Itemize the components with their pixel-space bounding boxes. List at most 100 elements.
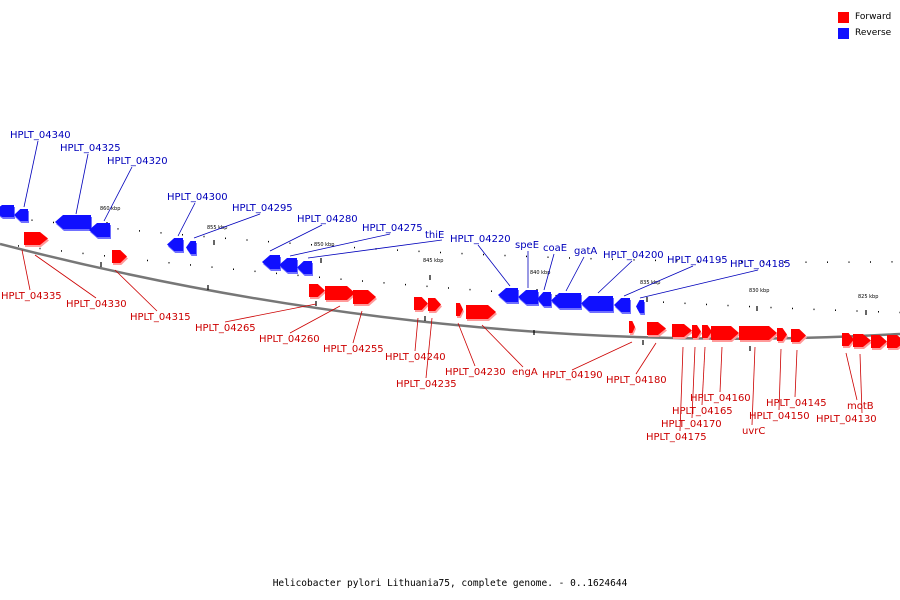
forward-gene-arrow <box>456 303 463 316</box>
forward-gene-label-hplt-04255: HPLT_04255 <box>323 344 384 355</box>
forward-gene-label-uvrc-leader <box>751 346 756 426</box>
scale-dot <box>727 304 729 307</box>
reverse-gene-arrow <box>55 215 91 229</box>
scale-dot <box>53 221 54 224</box>
forward-gene-arrow <box>871 335 887 348</box>
forward-gene-arrow <box>466 305 496 319</box>
scale-dot <box>569 257 570 259</box>
forward-gene-label-hplt-04260-leader <box>289 305 341 334</box>
scale-dot <box>547 256 549 258</box>
forward-gene-label-hplt-04235: HPLT_04235 <box>396 379 457 390</box>
scale-dot <box>160 232 162 234</box>
forward-gene-label-hplt-04330: HPLT_04330 <box>66 299 127 310</box>
scale-dot <box>719 260 721 263</box>
forward-gene-arrow <box>309 284 325 297</box>
scale-dot <box>18 245 19 247</box>
scale-dot <box>405 283 406 286</box>
scale-dot <box>383 282 385 284</box>
gene-layer <box>0 205 900 350</box>
forward-gene-label-hplt-04175: HPLT_04175 <box>646 432 707 443</box>
scale-dot <box>225 237 226 240</box>
forward-gene-label-hplt-04130: HPLT_04130 <box>816 414 877 425</box>
scale-dot <box>319 276 320 279</box>
forward-gene-label-hplt-04190: HPLT_04190 <box>542 370 603 381</box>
scale-dot <box>870 261 871 263</box>
scale-dot <box>362 280 363 282</box>
scale-label-845-kbp: 845 kbp <box>423 258 443 264</box>
reverse-gene-arrow <box>262 255 280 269</box>
reverse-gene-label-hplt-04295: HPLT_04295 <box>232 203 293 214</box>
scale-dot <box>526 255 527 258</box>
forward-gene-label-motb: motB <box>847 401 874 412</box>
forward-gene-label-hplt-04150: HPLT_04150 <box>749 411 810 422</box>
reverse-gene-label-hplt-04195: HPLT_04195 <box>667 255 728 266</box>
scale-dot <box>233 268 234 270</box>
forward-gene-arrow <box>24 232 48 245</box>
scale-dot <box>39 247 41 250</box>
legend-item-forward: Forward <box>838 9 891 25</box>
reverse-gene-label-hplt-04275: HPLT_04275 <box>362 223 423 234</box>
forward-gene-arrow <box>777 328 787 341</box>
forward-gene-arrow <box>711 326 739 340</box>
reverse-gene-label-hplt-04220: HPLT_04220 <box>450 234 511 245</box>
forward-gene-arrow <box>353 290 376 304</box>
legend-label-reverse: Reverse <box>855 28 892 38</box>
forward-gene-label-hplt-04255-leader <box>352 310 363 344</box>
forward-gene-label-hplt-04160: HPLT_04160 <box>690 393 751 404</box>
reverse-gene-arrow <box>89 223 110 237</box>
scale-label-830-kbp: 830 kbp <box>749 288 769 294</box>
scale-dot <box>633 259 635 261</box>
forward-gene-label-hplt-04230-leader <box>457 322 476 367</box>
scale-dot <box>805 261 807 263</box>
scale-dot <box>354 246 355 249</box>
forward-gene-label-hplt-04165: HPLT_04165 <box>672 406 733 417</box>
legend-item-reverse: Reverse <box>838 25 891 41</box>
scale-dot <box>684 302 686 305</box>
forward-gene-label-hplt-04170: HPLT_04170 <box>661 419 722 430</box>
forward-gene-label-hplt-04240-leader <box>414 317 419 352</box>
forward-gene-label-hplt-04170-leader <box>691 346 696 419</box>
forward-gene-arrow <box>629 321 635 333</box>
leader-layer <box>21 140 863 432</box>
scale-dot <box>117 228 119 230</box>
forward-gene-label-motb-leader <box>845 352 858 401</box>
scale-dot <box>211 266 213 268</box>
scale-dot <box>856 310 858 312</box>
label-layer: HPLT_04340 HPLT_04325 HPLT_04320 HPLT_04300… <box>1 130 877 443</box>
forward-gene-label-hplt-04265: HPLT_04265 <box>195 323 256 334</box>
scale-dot <box>612 258 613 261</box>
reverse-gene-label-hplt-04275-leader <box>289 233 391 257</box>
forward-gene-label-hplt-04180-leader <box>635 342 657 375</box>
scale-dot <box>139 230 140 232</box>
scale-dot <box>426 285 428 288</box>
reverse-gene-label-hplt-04340-leader <box>23 140 39 208</box>
scale-dot <box>698 260 699 262</box>
forward-gene-label-hplt-04145-leader <box>794 349 798 398</box>
forward-gene-label-hplt-04335: HPLT_04335 <box>1 291 62 302</box>
scale-dot <box>418 250 420 253</box>
forward-gene-arrow <box>325 286 355 300</box>
scale-dot <box>440 251 441 254</box>
scale-dot <box>555 294 557 297</box>
forward-gene-arrow <box>853 334 871 347</box>
forward-gene-label-hplt-04190-leader <box>571 341 633 371</box>
forward-gene-arrow <box>672 324 692 337</box>
reverse-gene-label-hplt-04320-leader <box>103 166 133 222</box>
scale-dot <box>168 261 170 264</box>
forward-gene-arrow <box>428 298 441 311</box>
reverse-gene-label-hplt-04220-leader <box>477 244 511 287</box>
scale-dot <box>762 261 764 263</box>
reverse-gene-label-hplt-04325-leader <box>75 153 89 215</box>
scale-dot <box>491 290 492 292</box>
scale-dot <box>504 254 506 257</box>
scale-dot <box>289 242 291 244</box>
forward-gene-arrow <box>414 297 428 310</box>
reverse-gene-arrow <box>537 292 551 306</box>
forward-gene-label-enga: engA <box>512 367 538 378</box>
forward-swatch <box>838 11 849 23</box>
scale-label-835-kbp: 835 kbp <box>640 280 660 286</box>
reverse-gene-arrow <box>498 288 518 302</box>
scale-dot <box>61 250 62 252</box>
scale-dot <box>835 309 836 311</box>
reverse-gene-label-hplt-04200: HPLT_04200 <box>603 250 664 261</box>
